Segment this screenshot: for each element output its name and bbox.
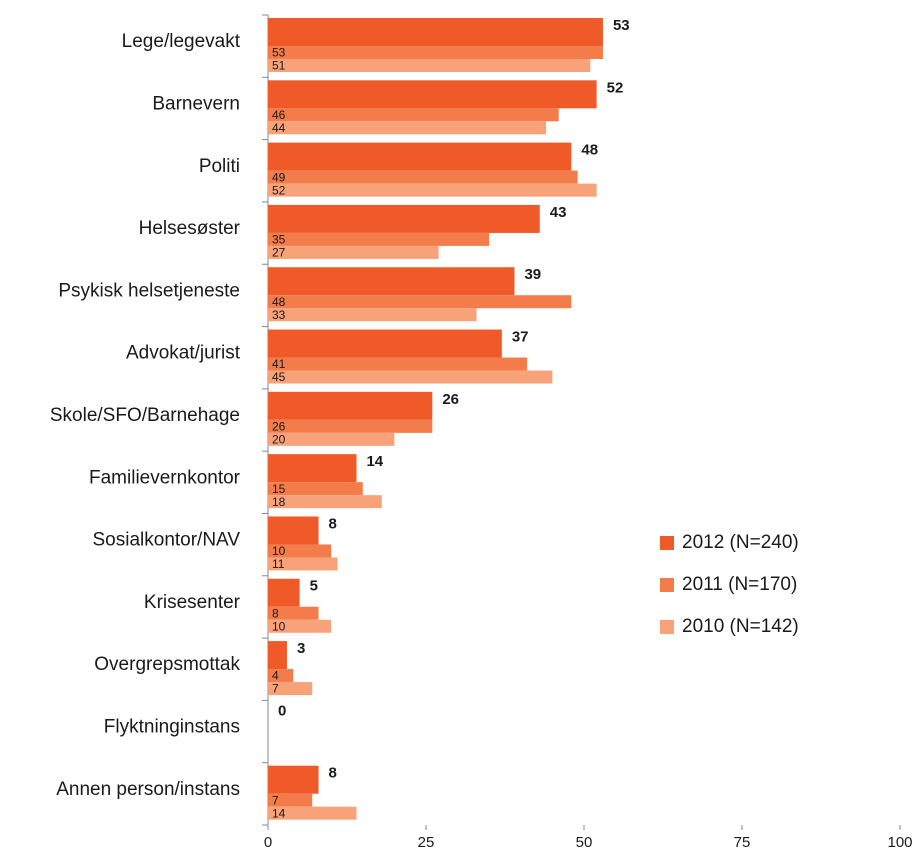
legend-swatch: [660, 620, 674, 634]
bar: [268, 391, 433, 420]
bar: [268, 232, 490, 246]
data-label: 39: [524, 266, 541, 283]
bar: [268, 578, 300, 607]
category-label: Familievernkontor: [89, 467, 241, 488]
bar: [268, 419, 433, 433]
data-label: 8: [272, 606, 279, 620]
category-label: Flyktninginstans: [104, 717, 240, 738]
data-label: 14: [366, 453, 383, 470]
x-tick-label: 75: [734, 834, 751, 851]
category-label: Skole/SFO/Barnehage: [50, 405, 240, 426]
legend-label: 2011 (N=170): [682, 574, 797, 595]
x-tick-label: 50: [576, 834, 593, 851]
bar: [268, 142, 572, 171]
data-label: 20: [272, 433, 286, 447]
data-label: 41: [272, 357, 286, 371]
legend-swatch: [660, 536, 674, 550]
data-label: 11: [272, 557, 285, 571]
bar: [268, 557, 338, 571]
bar: [268, 80, 597, 109]
bar: [268, 108, 559, 122]
data-label: 26: [272, 420, 286, 434]
data-label: 46: [272, 108, 286, 122]
data-label: 15: [272, 482, 286, 496]
data-label: 26: [442, 391, 459, 408]
bar: [268, 619, 332, 633]
bar: [268, 245, 439, 259]
bar: [268, 793, 313, 807]
data-label: 14: [272, 806, 286, 820]
data-label: 8: [329, 515, 337, 532]
category-label: Krisesenter: [144, 592, 241, 613]
legend-label: 2012 (N=240): [682, 532, 799, 553]
bar: [268, 432, 395, 446]
bar: [268, 606, 319, 620]
bar: [268, 46, 603, 59]
bar: [268, 370, 553, 384]
data-label: 8: [329, 765, 337, 782]
bar: [268, 669, 294, 683]
bar: [268, 454, 357, 483]
category-label: Annen person/instans: [56, 779, 240, 800]
data-label: 52: [607, 79, 624, 96]
data-label: 3: [297, 640, 305, 657]
data-label: 53: [613, 17, 630, 34]
category-label: Advokat/jurist: [126, 343, 241, 364]
data-label: 5: [310, 578, 318, 595]
bar: [268, 204, 540, 233]
data-label: 43: [550, 204, 567, 221]
bar: [268, 516, 319, 545]
data-label: 45: [272, 370, 286, 384]
data-label: 7: [272, 793, 279, 807]
bar: [268, 682, 313, 696]
bar: [268, 170, 578, 184]
legend-swatch: [660, 578, 674, 592]
category-label: Barnevern: [152, 93, 240, 114]
data-label: 35: [272, 233, 286, 247]
x-tick-label: 0: [264, 834, 272, 851]
category-label: Lege/legevakt: [122, 31, 241, 52]
bar: [268, 641, 287, 670]
bar: [268, 183, 597, 197]
bar: [268, 59, 591, 72]
category-label: Helsesøster: [139, 218, 241, 239]
data-label: 51: [272, 59, 286, 73]
data-label: 18: [272, 495, 286, 509]
category-label: Sosialkontor/NAV: [93, 530, 241, 551]
bar: [268, 18, 603, 46]
data-label: 4: [272, 669, 279, 683]
bar: [268, 267, 515, 296]
bar: [268, 806, 357, 820]
bar: [268, 482, 363, 496]
bar: [268, 295, 572, 309]
category-label: Politi: [199, 156, 240, 177]
x-tick-label: 25: [418, 834, 435, 851]
x-tick-label: 100: [887, 834, 912, 851]
data-label: 53: [272, 46, 286, 60]
data-label: 48: [272, 295, 286, 309]
data-label: 49: [272, 170, 286, 184]
data-label: 52: [272, 183, 286, 197]
data-label: 7: [272, 682, 279, 696]
bar: [268, 357, 528, 371]
data-label: 48: [581, 142, 598, 159]
bar: [268, 329, 502, 358]
data-label: 10: [272, 619, 286, 633]
bar: [268, 121, 547, 135]
data-label: 44: [272, 121, 286, 135]
data-label: 10: [272, 544, 286, 558]
data-label: 0: [278, 702, 286, 719]
bar: [268, 308, 477, 322]
data-label: 33: [272, 308, 286, 322]
legend-label: 2010 (N=142): [682, 616, 799, 637]
data-label: 37: [512, 329, 529, 346]
data-label: 27: [272, 246, 286, 260]
bar: [268, 544, 332, 558]
bar: [268, 495, 382, 509]
category-label: Overgrepsmottak: [94, 654, 240, 675]
category-label: Psykisk helsetjeneste: [58, 280, 240, 301]
bar: [268, 765, 319, 794]
